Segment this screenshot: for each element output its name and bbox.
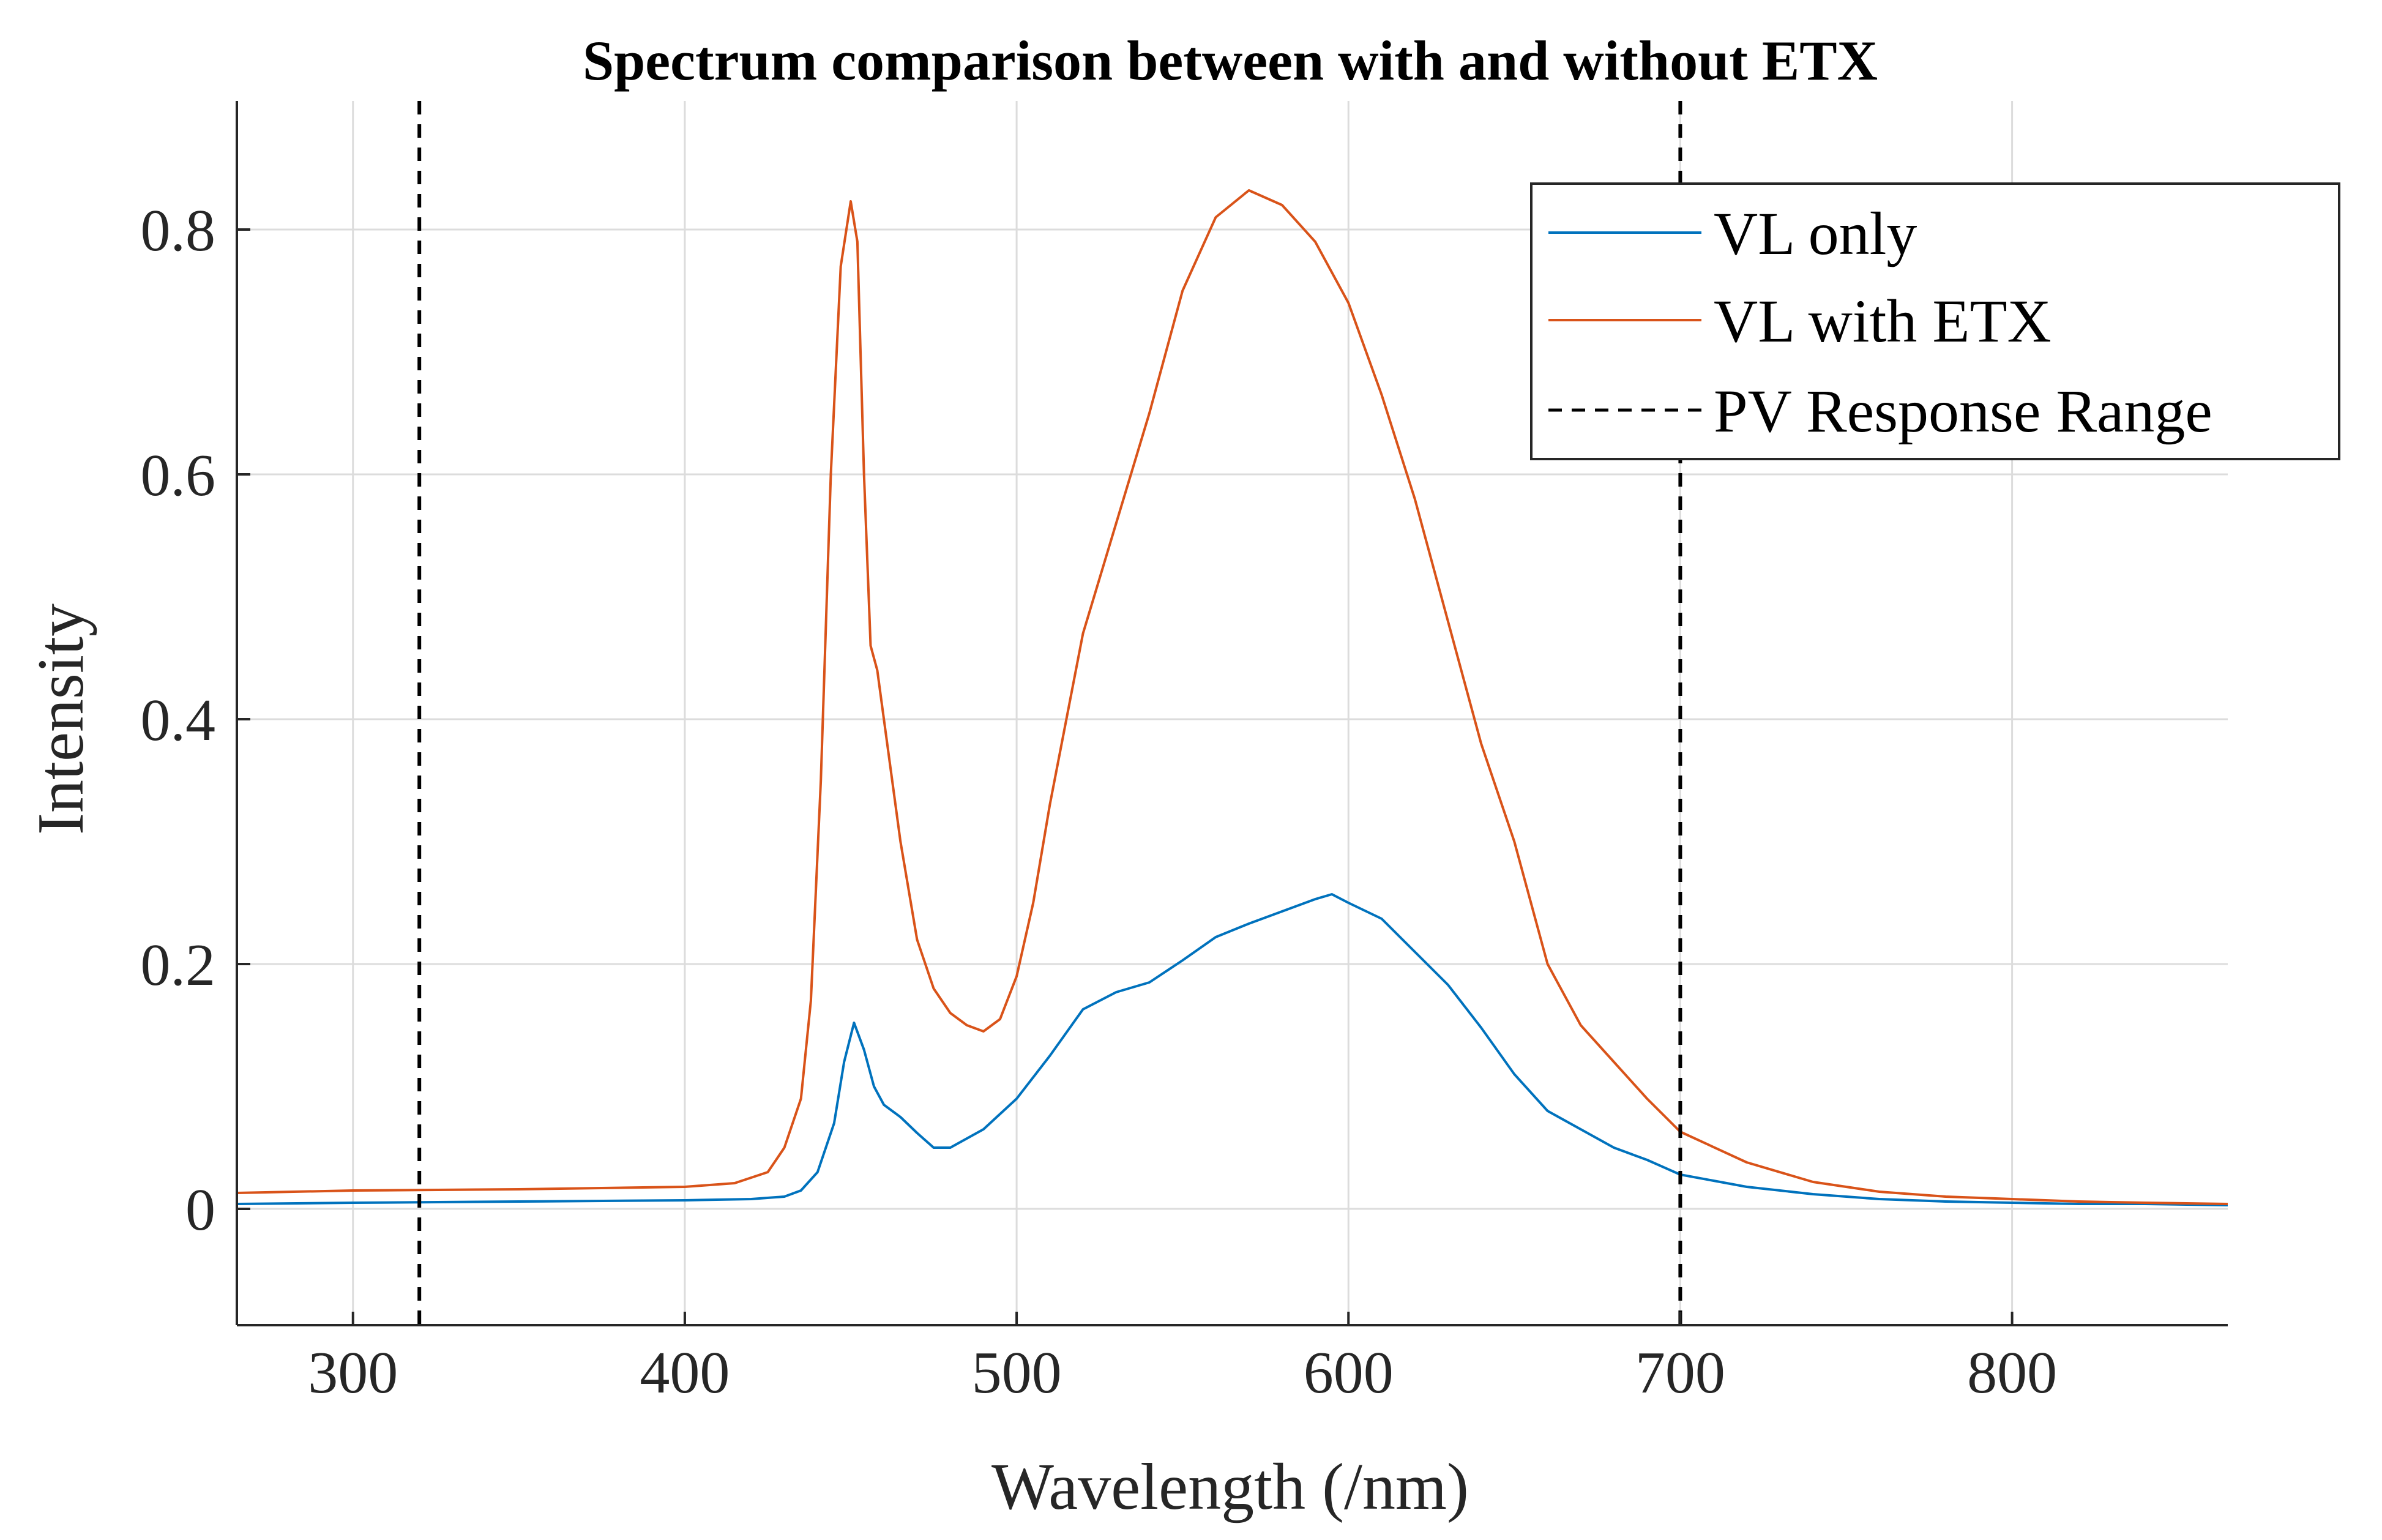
legend-label-pv-response-range: PV Response Range — [1714, 377, 2212, 445]
axes-layer — [236, 101, 2228, 1326]
x-tick-label: 300 — [308, 1340, 398, 1406]
y-tick-label: 0.8 — [141, 198, 216, 264]
chart-title: Spectrum comparison between with and wit… — [583, 29, 1878, 92]
x-tick-label: 500 — [972, 1340, 1062, 1406]
series-layer — [236, 101, 2228, 1325]
x-tick-label: 400 — [640, 1340, 730, 1406]
x-tick-label: 600 — [1304, 1340, 1394, 1406]
legend-label-vl-only: VL only — [1714, 200, 1917, 267]
ticks-layer: 300 400 500 600 700 800 0 0.2 0.4 0.6 0.8 — [141, 198, 2058, 1406]
y-tick-label: 0.4 — [141, 687, 216, 753]
y-axis-label: Intensity — [24, 604, 97, 835]
x-axis-label: Wavelength (/nm) — [991, 1451, 1469, 1523]
x-tick-label: 700 — [1635, 1340, 1725, 1406]
y-tick-label: 0.6 — [141, 443, 216, 509]
y-tick-label: 0 — [185, 1177, 215, 1243]
y-tick-label: 0.2 — [141, 932, 216, 998]
x-tick-label: 800 — [1967, 1340, 2057, 1406]
legend: VL only VL with ETX PV Response Range — [1530, 182, 2340, 460]
series-line-vl-with-etx — [236, 189, 2228, 1205]
legend-label-vl-with-etx: VL with ETX — [1714, 287, 2052, 355]
